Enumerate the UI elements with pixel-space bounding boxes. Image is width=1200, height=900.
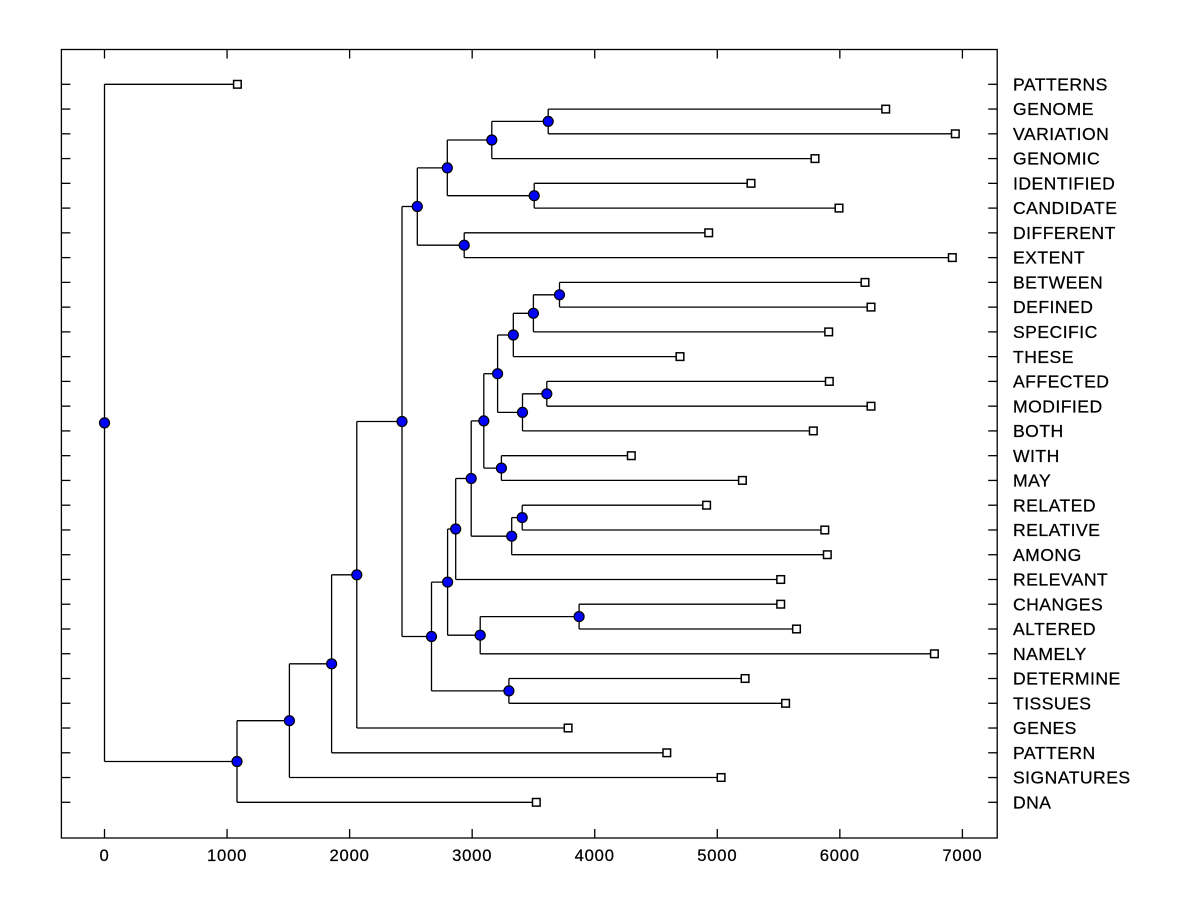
svg-text:SIGNATURES: SIGNATURES	[1013, 768, 1131, 788]
svg-text:7000: 7000	[942, 846, 982, 865]
svg-text:1000: 1000	[207, 846, 247, 865]
svg-text:CANDIDATE: CANDIDATE	[1013, 198, 1117, 218]
svg-text:AMONG: AMONG	[1013, 545, 1082, 565]
svg-text:BOTH: BOTH	[1013, 421, 1064, 441]
svg-text:4000: 4000	[575, 846, 615, 865]
svg-text:BETWEEN: BETWEEN	[1013, 273, 1103, 293]
svg-text:5000: 5000	[697, 846, 737, 865]
svg-text:WITH: WITH	[1013, 446, 1060, 466]
svg-text:GENOMIC: GENOMIC	[1013, 149, 1100, 169]
svg-text:2000: 2000	[330, 846, 370, 865]
svg-text:PATTERNS: PATTERNS	[1013, 74, 1108, 94]
svg-text:DNA: DNA	[1013, 792, 1052, 812]
svg-text:MODIFIED: MODIFIED	[1013, 396, 1103, 416]
svg-text:RELATIVE: RELATIVE	[1013, 520, 1100, 540]
svg-text:6000: 6000	[820, 846, 860, 865]
svg-text:GENOME: GENOME	[1013, 99, 1094, 119]
svg-text:DETERMINE: DETERMINE	[1013, 669, 1121, 689]
svg-text:VARIATION: VARIATION	[1013, 124, 1109, 144]
svg-text:ALTERED: ALTERED	[1013, 619, 1096, 639]
svg-text:EXTENT: EXTENT	[1013, 248, 1085, 268]
svg-text:TISSUES: TISSUES	[1013, 693, 1091, 713]
svg-text:GENES: GENES	[1013, 718, 1077, 738]
svg-text:RELEVANT: RELEVANT	[1013, 570, 1108, 590]
svg-text:PATTERN: PATTERN	[1013, 743, 1096, 763]
svg-text:RELATED: RELATED	[1013, 495, 1096, 515]
svg-text:3000: 3000	[452, 846, 492, 865]
svg-text:NAMELY: NAMELY	[1013, 644, 1087, 664]
svg-text:MAY: MAY	[1013, 471, 1051, 491]
svg-text:0: 0	[99, 846, 109, 865]
svg-text:DEFINED: DEFINED	[1013, 297, 1093, 317]
svg-text:THESE: THESE	[1013, 347, 1074, 367]
svg-text:SPECIFIC: SPECIFIC	[1013, 322, 1098, 342]
svg-text:CHANGES: CHANGES	[1013, 594, 1103, 614]
svg-text:DIFFERENT: DIFFERENT	[1013, 223, 1116, 243]
svg-text:AFFECTED: AFFECTED	[1013, 372, 1109, 392]
svg-text:IDENTIFIED: IDENTIFIED	[1013, 173, 1115, 193]
